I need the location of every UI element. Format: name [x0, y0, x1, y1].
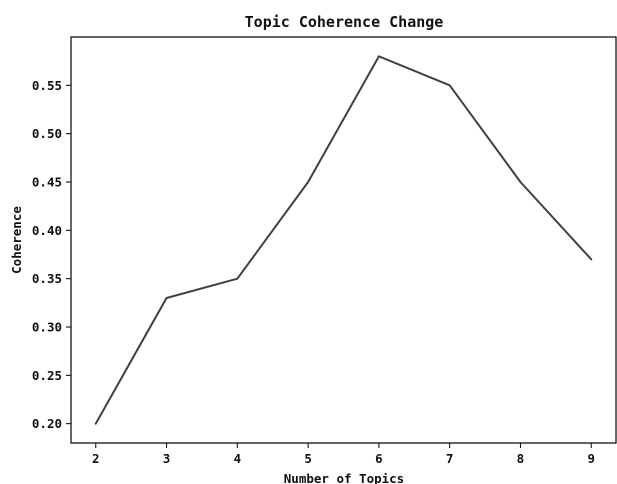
x-tick-label: 8: [517, 451, 525, 466]
plot-frame: [70, 36, 617, 444]
x-tick-label: 3: [163, 451, 171, 466]
x-tick-label: 6: [375, 451, 383, 466]
x-axis: 2 3 4 5 6 7 8 9: [92, 443, 595, 466]
y-tick-label: 0.55: [32, 78, 62, 93]
y-tick-label: 0.40: [32, 223, 62, 238]
y-tick-label: 0.45: [32, 175, 62, 190]
y-axis: 0.20 0.25 0.30 0.35 0.40 0.45 0.50 0.55: [32, 78, 71, 431]
x-tick-label: 4: [234, 451, 242, 466]
y-tick-label: 0.25: [32, 368, 62, 383]
series-line: [94, 55, 593, 425]
x-tick-label: 9: [587, 451, 595, 466]
chart-title: Topic Coherence Change: [245, 13, 444, 31]
x-tick-label: 2: [92, 451, 100, 466]
x-axis-label: Number of Topics: [284, 471, 404, 484]
y-axis-label: Coherence: [9, 206, 24, 274]
y-tick-label: 0.30: [32, 320, 62, 335]
x-tick-label: 7: [446, 451, 454, 466]
y-tick-label: 0.35: [32, 271, 62, 286]
x-tick-label: 5: [304, 451, 312, 466]
y-tick-label: 0.50: [32, 126, 62, 141]
y-tick-label: 0.20: [32, 416, 62, 431]
